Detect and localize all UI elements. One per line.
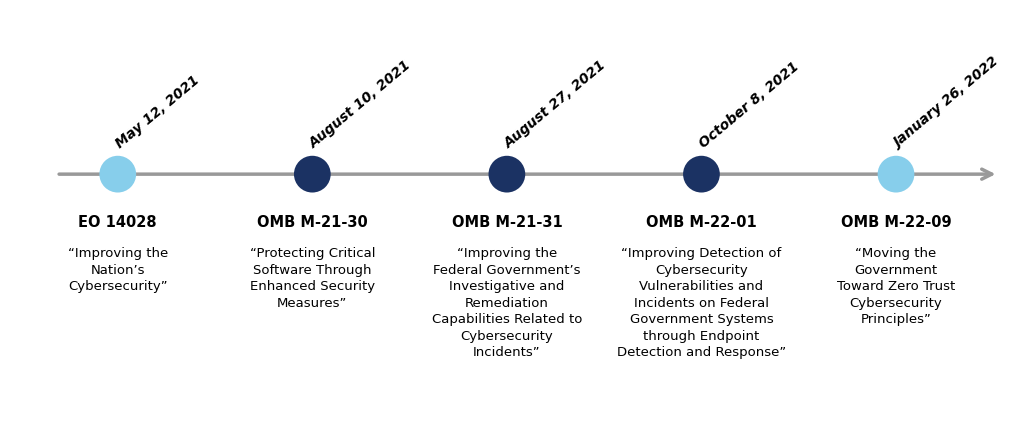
Text: EO 14028: EO 14028 <box>79 215 157 230</box>
Text: OMB M-21-31: OMB M-21-31 <box>452 215 562 230</box>
Text: “Improving the
Federal Government’s
Investigative and
Remediation
Capabilities R: “Improving the Federal Government’s Inve… <box>432 247 582 359</box>
Text: January 26, 2022: January 26, 2022 <box>891 55 1001 150</box>
Text: August 10, 2021: August 10, 2021 <box>307 58 415 150</box>
Point <box>110 171 126 178</box>
Point <box>304 171 321 178</box>
Text: “Improving the
Nation’s
Cybersecurity”: “Improving the Nation’s Cybersecurity” <box>68 247 168 293</box>
Point <box>888 171 904 178</box>
Text: OMB M-22-09: OMB M-22-09 <box>841 215 951 230</box>
Text: “Protecting Critical
Software Through
Enhanced Security
Measures”: “Protecting Critical Software Through En… <box>250 247 375 310</box>
Point <box>499 171 515 178</box>
Text: October 8, 2021: October 8, 2021 <box>696 59 802 150</box>
Text: May 12, 2021: May 12, 2021 <box>113 73 202 150</box>
Point <box>693 171 710 178</box>
Text: “Moving the
Government
Toward Zero Trust
Cybersecurity
Principles”: “Moving the Government Toward Zero Trust… <box>837 247 955 326</box>
Text: OMB M-22-01: OMB M-22-01 <box>646 215 757 230</box>
Text: “Improving Detection of
Cybersecurity
Vulnerabilities and
Incidents on Federal
G: “Improving Detection of Cybersecurity Vu… <box>616 247 786 359</box>
Text: OMB M-21-30: OMB M-21-30 <box>257 215 368 230</box>
Text: August 27, 2021: August 27, 2021 <box>502 58 609 150</box>
